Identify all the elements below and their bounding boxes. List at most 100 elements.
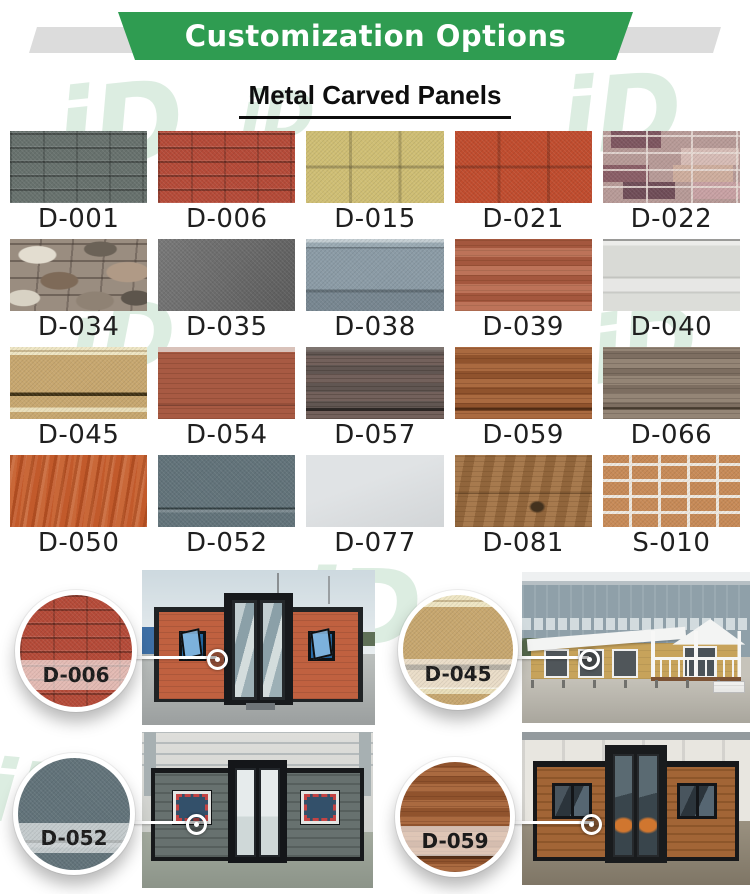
panel-code-tag: D-006	[20, 660, 132, 691]
factory-window-band	[522, 618, 750, 631]
panel-code-label: D-040	[630, 312, 713, 342]
panel-option-d038: D-038	[306, 239, 444, 344]
steel-column	[359, 732, 371, 796]
panel-code-tag: D-045	[403, 658, 513, 689]
panel-code-label: D-045	[37, 420, 120, 450]
panel-code-label: D-054	[186, 420, 268, 450]
callout-target-icon	[581, 814, 602, 835]
panel-option-d081: D-081	[454, 455, 592, 560]
entrance-step	[245, 702, 276, 711]
panel-swatch-image	[306, 347, 444, 419]
panel-option-d022: D-022	[602, 131, 740, 236]
panel-option-d059: D-059	[454, 347, 592, 452]
glass-door-module	[227, 760, 288, 864]
open-window-sash	[310, 627, 333, 660]
panel-option-d050: D-050	[10, 455, 148, 560]
panel-callout-circle-d059: D-059	[395, 757, 515, 877]
panel-swatch-image	[306, 239, 444, 311]
glass-door	[637, 753, 659, 857]
panel-code-label: D-006	[186, 204, 268, 234]
banner-title: Customization Options	[184, 19, 567, 53]
panel-option-d015: D-015	[306, 131, 444, 236]
house-right-wing	[288, 607, 364, 702]
panel-code-label: D-059	[482, 420, 564, 450]
window	[300, 790, 340, 826]
panel-option-d034: D-034	[10, 239, 148, 344]
panel-callout-circle-d052: D-052	[13, 753, 135, 875]
window	[179, 627, 206, 661]
panel-swatch-image	[10, 239, 148, 311]
glass-door	[231, 600, 257, 700]
callout-line	[500, 821, 594, 824]
callout-line	[122, 656, 217, 659]
panel-callout-circle-d006: D-006	[15, 590, 137, 712]
panel-swatch-image	[10, 455, 148, 527]
section-title: Metal Carved Panels	[238, 80, 512, 119]
callout-target-icon	[207, 649, 228, 670]
panel-swatch-image	[158, 131, 296, 203]
panel-option-d021: D-021	[454, 131, 592, 236]
glass-door-module	[223, 593, 294, 705]
panel-swatch-image	[158, 239, 296, 311]
roof-beam	[522, 732, 750, 740]
house-right-wing	[283, 768, 364, 861]
panel-option-d052: D-052	[158, 455, 296, 560]
panel-code-label: D-015	[334, 204, 416, 234]
utility-pole	[328, 576, 331, 605]
glass-door-module	[605, 744, 667, 863]
example-photo-d059	[522, 732, 750, 885]
panel-option-d057: D-057	[306, 347, 444, 452]
house-left-wing	[533, 761, 610, 861]
panel-code-label: D-039	[482, 312, 564, 342]
steel-column	[144, 732, 156, 796]
callout-line	[120, 821, 200, 824]
open-window-sash	[180, 627, 203, 660]
container-house	[151, 760, 364, 864]
panel-swatch-image	[10, 131, 148, 203]
callout-line	[503, 656, 589, 659]
panel-swatch-image	[454, 131, 592, 203]
panel-code-label: D-022	[630, 204, 713, 234]
window	[308, 627, 336, 661]
example-photo-d006	[142, 570, 375, 725]
panel-code-label: D-081	[482, 528, 564, 558]
panel-swatch-image	[10, 347, 148, 419]
panel-code-label: D-052	[186, 528, 268, 558]
foundation-piers	[530, 680, 741, 689]
panel-code-label: D-057	[334, 420, 416, 450]
window	[677, 783, 718, 820]
panel-swatch-image	[454, 239, 592, 311]
container-house	[533, 744, 739, 863]
application-examples: D-006	[0, 560, 750, 894]
panel-code-label: D-066	[630, 420, 713, 450]
porch-railing	[651, 657, 741, 681]
glass-door	[259, 600, 286, 700]
panel-option-d040: D-040	[602, 239, 740, 344]
panel-option-d039: D-039	[454, 239, 592, 344]
prefab-house	[526, 618, 746, 698]
window	[612, 648, 638, 678]
callout-target-icon	[579, 649, 600, 670]
panel-grid: D-001 D-006 D-015 D-021 D-022 D-034 D-03…	[10, 131, 740, 560]
container-house	[153, 593, 364, 711]
panel-code-label: S-010	[632, 528, 711, 558]
panel-code-tag: D-059	[400, 825, 510, 856]
window	[543, 648, 570, 678]
taped-window-sash	[304, 794, 336, 822]
panel-swatch-image	[158, 455, 296, 527]
glass-door	[234, 768, 256, 858]
section-title-wrap: Metal Carved Panels	[0, 80, 750, 119]
window-mullion	[571, 783, 575, 820]
panel-option-d066: D-066	[602, 347, 740, 452]
glass-door	[613, 753, 635, 857]
window	[551, 783, 592, 820]
panel-code-label: D-034	[37, 312, 120, 342]
panel-swatch-image	[602, 239, 740, 311]
house-right-wing	[662, 761, 739, 861]
panel-swatch-image	[306, 131, 444, 203]
panel-swatch-image	[454, 347, 592, 419]
panel-callout-circle-d045: D-045	[398, 590, 518, 710]
glass-door	[258, 768, 281, 858]
callout-target-icon	[186, 814, 207, 835]
